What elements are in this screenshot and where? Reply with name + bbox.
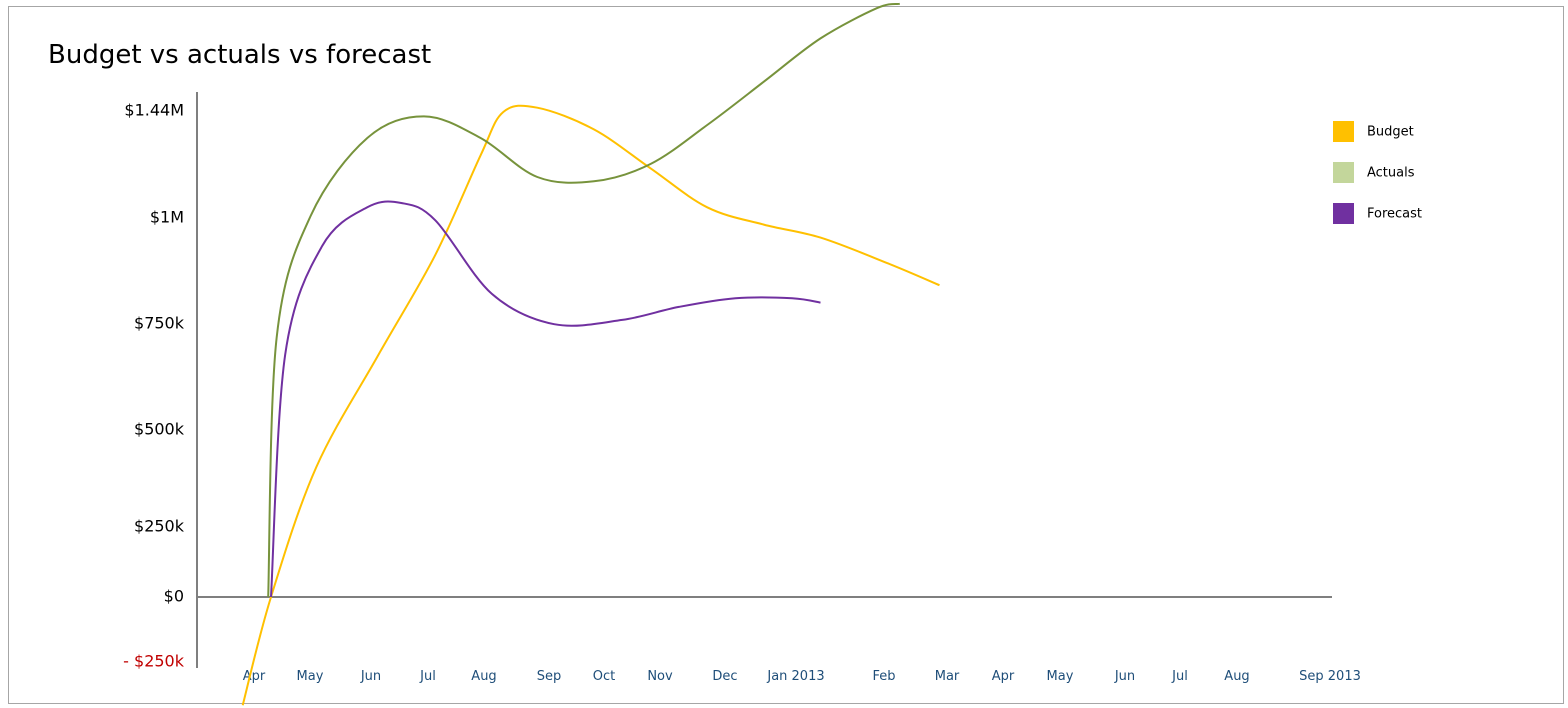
- x-tick-label: Jan 2013: [766, 669, 824, 684]
- chart-frame: [8, 6, 1564, 704]
- y-tick-labels: $1.44M $1M $750k $500k $250k $0 - $250k: [123, 101, 185, 671]
- x-tick-label: Feb: [872, 669, 895, 684]
- x-tick-label: Jun: [1114, 669, 1135, 684]
- y-tick-label: $500k: [134, 420, 185, 439]
- y-tick-label: $1.44M: [124, 101, 184, 120]
- x-tick-label: Aug: [471, 669, 496, 684]
- x-tick-label: Apr: [243, 669, 266, 684]
- legend-swatch-forecast: [1333, 203, 1354, 224]
- x-tick-label: Oct: [593, 669, 615, 684]
- y-tick-label: $1M: [150, 208, 184, 227]
- series-line-forecast: [270, 200, 821, 598]
- y-tick-label: $250k: [134, 517, 185, 536]
- x-tick-label: Dec: [712, 669, 737, 684]
- legend-label-budget: Budget: [1367, 125, 1414, 140]
- legend-swatch-actuals: [1333, 162, 1354, 183]
- axes: [196, 92, 1332, 668]
- x-tick-label: Sep: [537, 669, 562, 684]
- x-tick-label: May: [297, 669, 324, 684]
- x-tick-label: May: [1047, 669, 1074, 684]
- x-tick-label: Jun: [360, 669, 381, 684]
- x-tick-label: Jul: [1171, 669, 1188, 684]
- series-line-budget: [241, 104, 940, 706]
- x-tick-labels: Apr May Jun Jul Aug Sep Oct Nov Dec Jan 2013 Feb Ma…: [243, 669, 1361, 684]
- legend-label-forecast: Forecast: [1367, 207, 1422, 222]
- y-tick-label: - $250k: [123, 652, 185, 671]
- legend: Budget Actuals Forecast: [1333, 121, 1422, 224]
- x-tick-label: Sep 2013: [1299, 669, 1361, 684]
- x-tick-label: Mar: [935, 669, 960, 684]
- x-tick-label: Jul: [419, 669, 436, 684]
- x-tick-label: Nov: [647, 669, 673, 684]
- legend-label-actuals: Actuals: [1367, 166, 1415, 181]
- legend-swatch-budget: [1333, 121, 1354, 142]
- x-tick-label: Apr: [992, 669, 1015, 684]
- y-tick-label: $750k: [134, 314, 185, 333]
- series-line-actuals: [267, 2, 900, 598]
- y-tick-label: $0: [164, 587, 184, 606]
- x-tick-label: Aug: [1224, 669, 1249, 684]
- chart-title: Budget vs actuals vs forecast: [48, 40, 432, 70]
- series-lines: [241, 2, 940, 706]
